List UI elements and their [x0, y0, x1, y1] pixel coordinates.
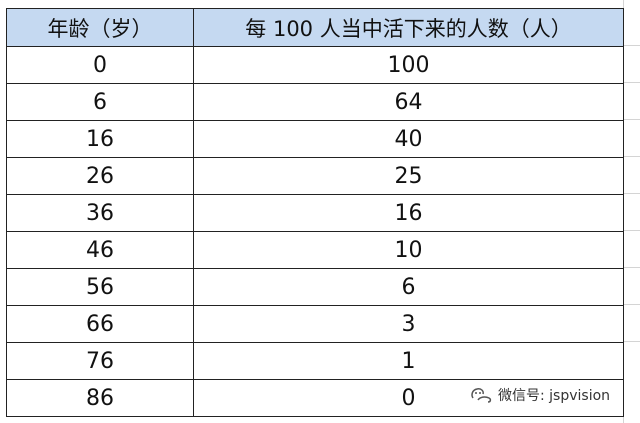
cell-survivors[interactable]: 25: [193, 157, 624, 195]
table-row: 0 100: [6, 46, 624, 84]
table-row: 56 6: [6, 268, 624, 306]
cell-age[interactable]: 36: [6, 194, 194, 232]
table-row: 6 64: [6, 83, 624, 121]
cell-age[interactable]: 16: [6, 120, 194, 158]
table-row: 76 1: [6, 342, 624, 380]
cell-survivors[interactable]: 0: [193, 379, 624, 417]
cell-survivors[interactable]: 10: [193, 231, 624, 269]
cell-age[interactable]: 26: [6, 157, 194, 195]
cell-survivors[interactable]: 40: [193, 120, 624, 158]
cell-age[interactable]: 0: [6, 46, 194, 84]
cell-survivors[interactable]: 16: [193, 194, 624, 232]
cell-survivors[interactable]: 100: [193, 46, 624, 84]
cell-age[interactable]: 6: [6, 83, 194, 121]
cell-age[interactable]: 86: [6, 379, 194, 417]
cell-survivors[interactable]: 6: [193, 268, 624, 306]
table-header-row: 年龄（岁） 每 100 人当中活下来的人数（人）: [6, 8, 624, 47]
table-row: 16 40: [6, 120, 624, 158]
spreadsheet-gridline: [623, 45, 640, 46]
header-age[interactable]: 年龄（岁）: [6, 8, 194, 47]
spreadsheet-gridline: [623, 156, 640, 157]
spreadsheet-gridline: [623, 341, 640, 342]
spreadsheet-gridline: [623, 193, 640, 194]
table-row: 36 16: [6, 194, 624, 232]
spreadsheet-gridline: [623, 82, 640, 83]
survival-table: 年龄（岁） 每 100 人当中活下来的人数（人） 0 100 6 64 16 4…: [6, 8, 624, 417]
wechat-watermark: 微信号: jspvision: [470, 383, 610, 407]
spreadsheet-gridline-column: [623, 0, 640, 423]
spreadsheet-gridline: [623, 304, 640, 305]
cell-age[interactable]: 66: [6, 305, 194, 343]
cell-age[interactable]: 46: [6, 231, 194, 269]
spreadsheet-gridline: [623, 267, 640, 268]
wechat-logo-icon: [471, 388, 492, 403]
spreadsheet-gridline: [623, 119, 640, 120]
header-survivors[interactable]: 每 100 人当中活下来的人数（人）: [193, 8, 624, 47]
cell-survivors[interactable]: 1: [193, 342, 624, 380]
cell-age[interactable]: 76: [6, 342, 194, 380]
cell-survivors[interactable]: 64: [193, 83, 624, 121]
cell-age[interactable]: 56: [6, 268, 194, 306]
cell-survivors[interactable]: 3: [193, 305, 624, 343]
table-row: 86 0: [6, 379, 624, 417]
spreadsheet-gridline: [623, 230, 640, 231]
table-row: 66 3: [6, 305, 624, 343]
table-row: 26 25: [6, 157, 624, 195]
table-row: 46 10: [6, 231, 624, 269]
watermark-text: 微信号: jspvision: [498, 388, 611, 404]
